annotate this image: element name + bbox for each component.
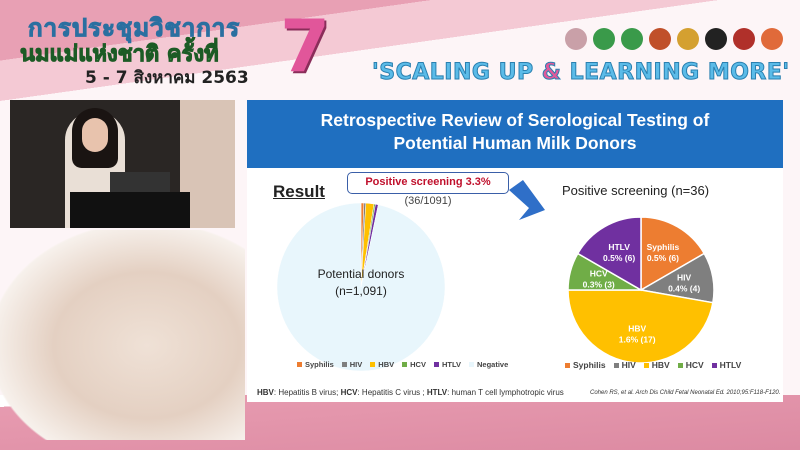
legend-item: HCV xyxy=(677,360,704,370)
sponsor-logo xyxy=(705,28,727,50)
data-label: 0.3% (3) xyxy=(583,280,615,290)
legend-swatch xyxy=(433,362,439,367)
sponsor-logo xyxy=(621,28,643,50)
conference-number: 7 xyxy=(280,4,331,88)
slogan-part: LEARNING MORE' xyxy=(561,60,790,86)
legend-swatch xyxy=(297,362,302,367)
data-label: 0.4% (4) xyxy=(668,283,700,293)
data-label: HTLV xyxy=(608,242,630,252)
legend-swatch xyxy=(677,363,683,368)
data-label: HIV xyxy=(677,272,692,282)
pie-slice-htlv xyxy=(576,216,642,292)
laptop xyxy=(110,172,170,194)
legend-item: Negative xyxy=(469,360,508,369)
conference-date: 5 - 7 สิงหาคม 2563 xyxy=(85,68,249,88)
conference-title-line2: นมแม่แห่งชาติ ครั้งที่ xyxy=(20,42,220,68)
pie-slice-negative xyxy=(276,202,446,372)
left-pie-legend: Syphilis HIV HBV HCV HTLV Negative xyxy=(297,360,508,369)
right-pie-legend: Syphilis HIV HBV HCV HTLV xyxy=(565,360,741,370)
sponsor-logo xyxy=(677,28,699,50)
legend-item: HIV xyxy=(613,360,636,370)
legend-item: Syphilis xyxy=(297,360,334,369)
conference-title-line1: การประชุมวิชาการ xyxy=(27,14,241,43)
fn-text: : human T cell lymphotropic virus xyxy=(447,388,564,397)
fn-abbr: HCV xyxy=(340,388,358,397)
presentation-slide: Retrospective Review of Serological Test… xyxy=(247,100,783,402)
legend-swatch xyxy=(643,363,649,368)
legend-swatch xyxy=(469,362,474,367)
legend-item: HTLV xyxy=(433,360,461,369)
citation: Cohen RS, et al. Arch Dis Child Fetal Ne… xyxy=(590,390,781,396)
fn-abbr: HTLV xyxy=(426,388,448,397)
fn-abbr: HBV xyxy=(257,388,274,397)
legend-swatch xyxy=(565,363,570,368)
legend-item: HCV xyxy=(402,360,426,369)
slogan-amp: & xyxy=(541,60,562,86)
slide-title-line2: Potential Human Milk Donors xyxy=(393,133,637,153)
legend-swatch xyxy=(711,363,717,368)
legend-item: HTLV xyxy=(711,360,741,370)
callout-bold: Positive screening 3.3% xyxy=(365,176,491,188)
fn-text: : Hepatitis C virus ; xyxy=(357,388,427,397)
fn-text: : Hepatitis B virus; xyxy=(273,388,341,397)
legend-swatch xyxy=(370,362,376,367)
callout-rest: (36/1091) xyxy=(404,195,452,207)
podium xyxy=(70,192,190,228)
legend-item: HIV xyxy=(341,360,362,369)
pie-slice-syphilis xyxy=(640,216,706,292)
data-label: 1.6% (17) xyxy=(619,335,656,345)
slogan: 'SCALING UP & LEARNING MORE' xyxy=(372,60,790,86)
slogan-part: 'SCALING UP xyxy=(372,60,542,86)
sponsor-logo xyxy=(649,28,671,50)
data-label: Syphilis xyxy=(647,242,680,252)
sponsor-logo xyxy=(593,28,615,50)
footnote: HBV: Hepatitis B virus; HCV: Hepatitis C… xyxy=(257,388,564,397)
center-label: Potential donors xyxy=(318,267,405,281)
data-label: 0.5% (6) xyxy=(647,253,679,263)
sponsor-logos xyxy=(565,28,783,50)
child-photo-decoration xyxy=(0,230,245,440)
arrow-icon xyxy=(509,180,545,220)
positive-callout: Positive screening 3.3% (36/1091) xyxy=(347,172,509,207)
speaker-face xyxy=(82,118,108,152)
legend-swatch xyxy=(402,362,408,367)
legend-swatch xyxy=(341,362,347,367)
legend-item: HBV xyxy=(370,360,394,369)
data-label: HBV xyxy=(628,324,646,334)
slide-title: Retrospective Review of Serological Test… xyxy=(247,100,783,168)
sponsor-logo xyxy=(733,28,755,50)
result-heading: Result xyxy=(273,182,325,201)
legend-item: HBV xyxy=(643,360,670,370)
pie-slice-hbv xyxy=(567,289,714,364)
sponsor-logo xyxy=(565,28,587,50)
slide-title-line1: Retrospective Review of Serological Test… xyxy=(320,110,710,130)
legend-item: Syphilis xyxy=(565,360,606,370)
data-label: HCV xyxy=(590,269,608,279)
center-label: (n=1,091) xyxy=(335,284,387,298)
legend-swatch xyxy=(613,363,619,368)
data-label: 0.5% (6) xyxy=(603,253,635,263)
speaker-video xyxy=(10,100,235,228)
right-pie-title: Positive screening (n=36) xyxy=(562,183,710,198)
sponsor-logo xyxy=(761,28,783,50)
